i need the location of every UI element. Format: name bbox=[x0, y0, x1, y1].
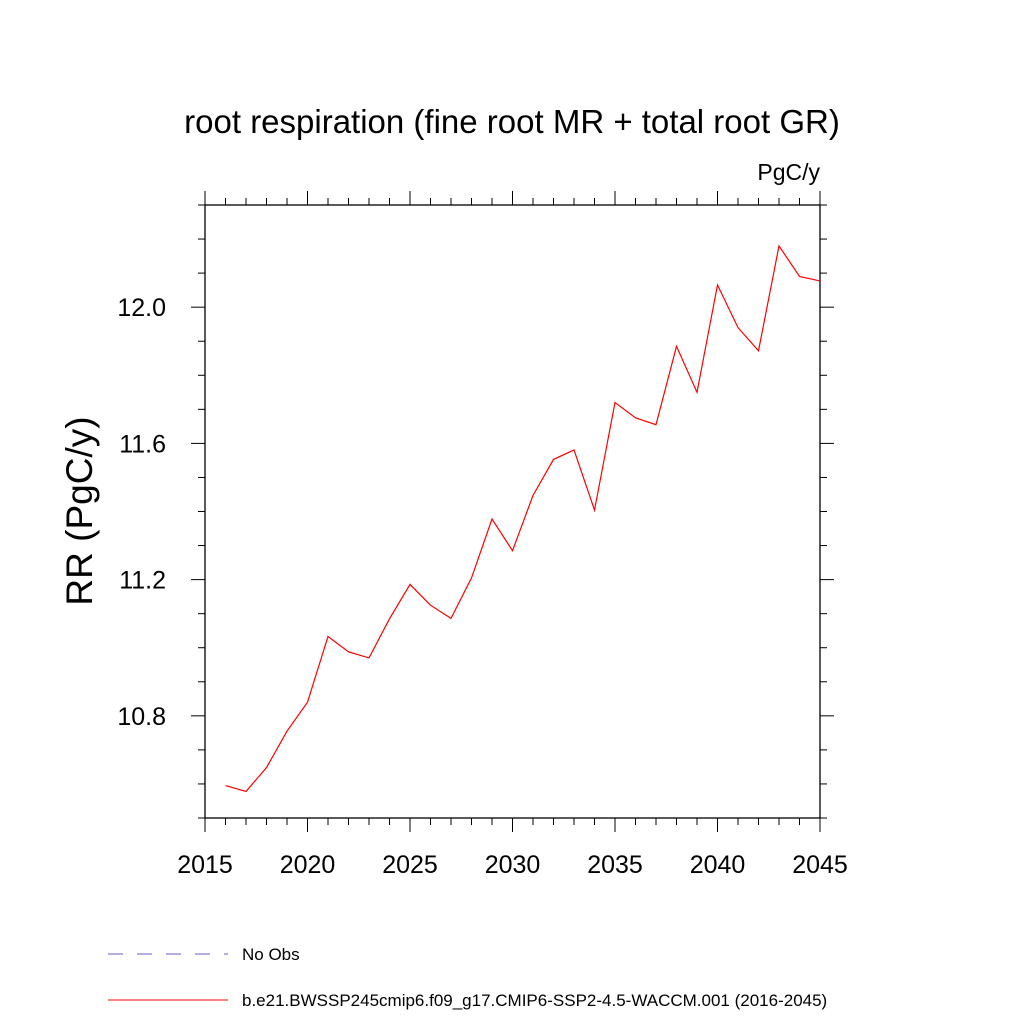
y-tick-label: 10.8 bbox=[117, 703, 166, 731]
y-axis-label: RR (PgC/y) bbox=[59, 416, 100, 605]
y-tick-label: 12.0 bbox=[117, 294, 166, 322]
y-tick-label: 11.6 bbox=[119, 430, 166, 458]
x-tick-label: 2020 bbox=[280, 851, 336, 879]
x-tick-label: 2030 bbox=[485, 851, 541, 879]
x-tick-label: 2040 bbox=[690, 851, 746, 879]
legend: No Obs b.e21.BWSSP245cmip6.f09_g17.CMIP6… bbox=[108, 945, 827, 1010]
y-axis-tick-labels: 10.8 11.2 11.6 12.0 bbox=[117, 294, 166, 731]
series-layer bbox=[225, 244, 821, 793]
y-tick-label: 11.2 bbox=[119, 567, 166, 595]
units-label: PgC/y bbox=[757, 159, 820, 185]
x-tick-label: 2025 bbox=[382, 851, 438, 879]
legend-label-no-obs: No Obs bbox=[242, 945, 300, 964]
plot-frame bbox=[204, 204, 821, 819]
legend-label-model-run: b.e21.BWSSP245cmip6.f09_g17.CMIP6-SSP2-4… bbox=[242, 991, 827, 1010]
series-line bbox=[225, 244, 821, 793]
x-tick-label: 2035 bbox=[587, 851, 643, 879]
x-tick-label: 2015 bbox=[177, 851, 233, 879]
x-tick-label: 2045 bbox=[792, 851, 848, 879]
axis-ticks bbox=[191, 191, 834, 832]
chart-title: root respiration (fine root MR + total r… bbox=[184, 103, 840, 140]
x-axis-tick-labels: 2015 2020 2025 2030 2035 2040 2045 bbox=[177, 851, 848, 879]
